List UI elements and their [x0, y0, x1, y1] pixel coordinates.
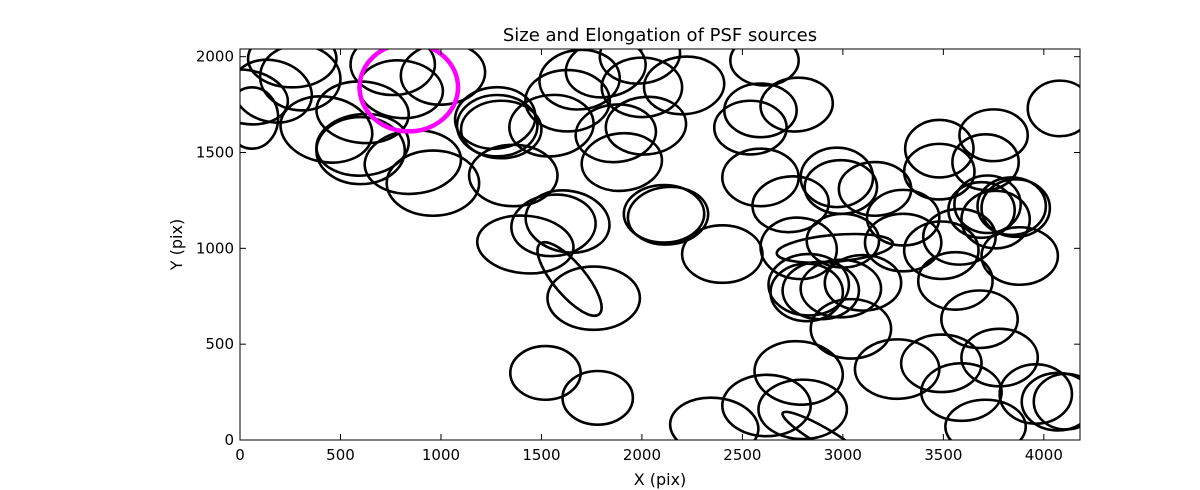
psf-source-ellipse	[902, 142, 976, 201]
psf-source-ellipse	[823, 253, 903, 312]
psf-source-ellipse	[399, 49, 487, 106]
psf-source-ellipse	[960, 189, 1032, 250]
x-tick-label: 1000	[422, 446, 460, 464]
x-tick-label: 3500	[924, 446, 962, 464]
psf-source-ellipse	[258, 49, 342, 112]
psf-source-ellipse	[1020, 371, 1080, 432]
psf-sources	[240, 49, 1080, 440]
psf-source-ellipse	[536, 240, 603, 318]
psf-source-ellipse	[1026, 79, 1080, 138]
psf-source-ellipse	[240, 86, 280, 150]
y-tick-label: 500	[205, 335, 234, 353]
psf-source-ellipse	[980, 225, 1060, 287]
psf-source-ellipse	[916, 250, 994, 311]
psf-source-ellipse	[1032, 372, 1080, 431]
psf-source-ellipse	[712, 99, 788, 156]
psf-source-ellipse	[363, 128, 463, 196]
highlighted-source	[357, 49, 461, 134]
psf-source-ellipse	[759, 76, 835, 133]
psf-source-ellipse	[564, 49, 647, 99]
highlighted-source-circle	[357, 49, 461, 134]
psf-source-ellipse	[524, 68, 612, 133]
psf-source-ellipse	[600, 56, 684, 119]
psf-source-ellipse	[953, 174, 1023, 235]
psf-source-ellipse	[626, 185, 710, 246]
psf-source-ellipse	[980, 178, 1052, 239]
y-tick-label: 1000	[196, 239, 234, 257]
psf-source-ellipse	[947, 180, 1016, 240]
chart-title: Size and Elongation of PSF sources	[503, 25, 817, 46]
psf-source-ellipse	[580, 131, 664, 193]
x-axis-label: X (pix)	[634, 470, 687, 489]
y-tick-label: 1500	[196, 144, 234, 162]
y-tick-label: 2000	[196, 48, 234, 66]
psf-source-ellipse	[315, 115, 407, 186]
psf-source-ellipse	[349, 49, 437, 97]
x-tick-label: 2000	[623, 446, 661, 464]
psf-source-ellipse	[546, 265, 642, 332]
psf-source-ellipse	[385, 149, 481, 218]
x-tick-label: 2500	[723, 446, 761, 464]
x-tick-label: 4000	[1025, 446, 1063, 464]
psf-source-ellipse	[799, 146, 875, 209]
psf-source-ellipse	[508, 344, 582, 402]
plot-area-frame	[239, 48, 1081, 441]
psf-source-ellipse	[240, 58, 314, 124]
psf-source-ellipse	[809, 297, 893, 360]
psf-source-ellipse	[642, 55, 726, 116]
psf-source-ellipse	[805, 212, 881, 269]
axis-ticks	[239, 49, 1080, 441]
psf-source-ellipse	[899, 333, 983, 394]
psf-source-ellipse	[729, 49, 800, 87]
psf-source-ellipse	[902, 220, 980, 281]
psf-source-ellipse	[940, 289, 1020, 350]
x-tick-labels: 0 500 1000 1500 2000 2500 3000 3500 4000	[235, 446, 1063, 464]
psf-source-ellipse	[574, 103, 658, 164]
x-tick-label: 3000	[824, 446, 862, 464]
psf-source-ellipse	[921, 207, 997, 266]
y-tick-labels: 0 500 1000 1500 2000	[196, 48, 234, 449]
psf-source-ellipse	[951, 132, 1021, 192]
psf-source-ellipse	[508, 93, 595, 158]
psf-source-ellipse	[315, 80, 411, 145]
psf-source-ellipse	[767, 252, 851, 317]
psf-source-ellipse	[865, 188, 941, 247]
psf-source-ellipse	[561, 369, 635, 426]
x-tick-label: 500	[326, 446, 355, 464]
psf-source-ellipse	[751, 175, 831, 234]
psf-source-ellipse	[863, 212, 943, 273]
y-tick-label: 0	[224, 431, 234, 449]
psf-source-ellipse	[960, 327, 1040, 388]
psf-source-ellipse	[944, 398, 1028, 440]
psf-source-ellipse	[510, 193, 597, 258]
psf-source-ellipse	[467, 143, 559, 208]
psf-source-ellipse	[958, 108, 1030, 163]
psf-source-ellipse	[781, 410, 865, 440]
x-tick-label: 1500	[522, 446, 560, 464]
psf-source-ellipse	[668, 396, 760, 440]
psf-source-ellipse	[769, 262, 845, 323]
psf-source-ellipse	[524, 189, 611, 254]
psf-source-ellipse	[598, 49, 682, 85]
psf-source-ellipse	[622, 183, 706, 244]
psf-source-ellipse	[604, 95, 688, 156]
psf-source-ellipse	[753, 339, 845, 406]
psf-source-ellipse	[976, 176, 1048, 237]
psf-source-ellipse	[720, 373, 813, 438]
psf-source-ellipse	[246, 49, 338, 89]
psf-source-ellipse	[759, 216, 839, 281]
psf-source-ellipse	[680, 224, 764, 285]
psf-source-ellipse	[475, 214, 575, 275]
y-axis-label: Y (pix)	[167, 219, 186, 271]
psf-source-ellipse	[757, 378, 849, 440]
psf-source-ellipse	[903, 118, 975, 179]
psf-source-ellipse	[455, 93, 539, 158]
psf-source-ellipse	[459, 99, 543, 160]
x-tick-label: 0	[235, 446, 245, 464]
